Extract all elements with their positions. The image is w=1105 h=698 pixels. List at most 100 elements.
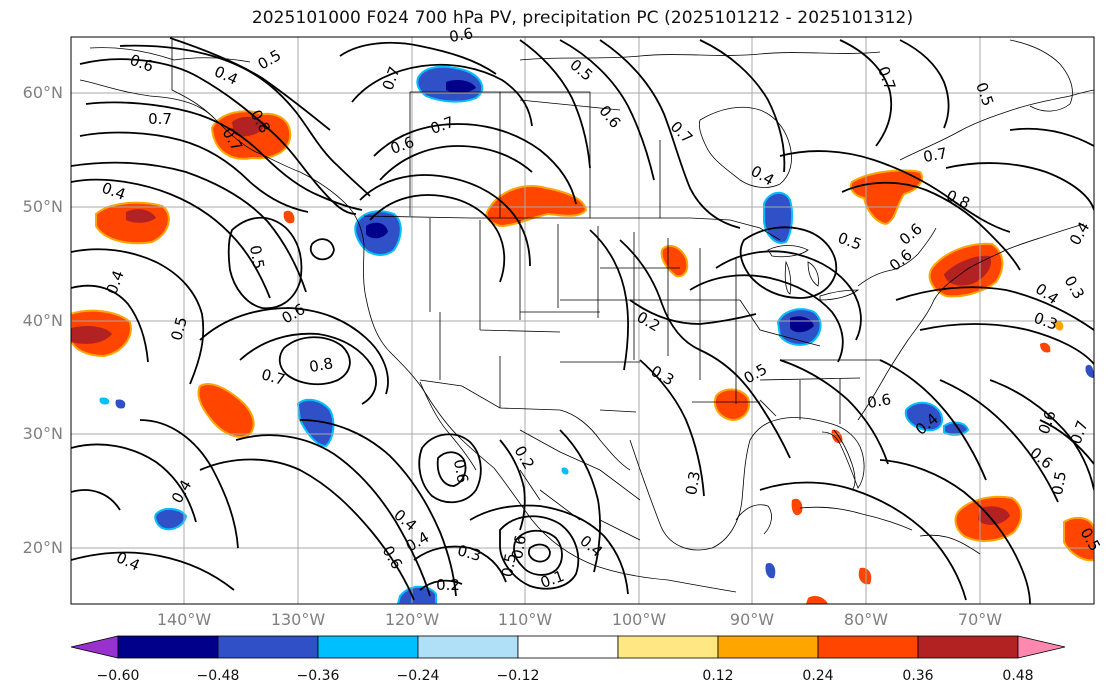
contour-0.6-small-loop [309, 238, 335, 261]
shade-pacific-40n-core [71, 326, 112, 344]
lat-label: 60°N [22, 83, 63, 102]
shade-pnw-core [366, 222, 388, 239]
colorbar-tick-label: −0.24 [396, 668, 440, 684]
lon-label: 70°W [957, 610, 1003, 629]
shade-small-4 [1040, 342, 1051, 353]
contour-0.5-lakes [739, 226, 838, 299]
contour-0.5-mexico-loop2 [499, 515, 580, 590]
contour-0.1-mexico-loop2 [527, 543, 551, 563]
contour-0.2-plains [619, 239, 701, 351]
contour-label: 0.6 [508, 534, 530, 561]
contour-0.7-labrador [779, 150, 1011, 233]
contour-0.7-alaska [85, 101, 363, 211]
colorbar-tick-label: −0.48 [196, 668, 240, 684]
contour-0.4-east [945, 162, 1094, 211]
colorbar-tick-label: 0.36 [902, 668, 934, 684]
contour-0.5-pacific-west [71, 248, 205, 385]
shade-small-6 [831, 429, 843, 444]
contour-0.7-mid [239, 332, 377, 405]
contour-0.2-sw [71, 489, 121, 511]
shade-small-b1 [1085, 364, 1094, 378]
contour-0.4-pacific [71, 178, 271, 299]
colorbar-tick-label: −0.60 [96, 668, 140, 684]
coast-gulf [629, 417, 865, 551]
coast-arctic [519, 51, 881, 61]
coast-baja [419, 381, 477, 471]
contour-0.4-nw [169, 37, 331, 131]
border-us-canada-east [857, 227, 937, 287]
contour-0.3-central [629, 299, 757, 325]
border-us-canada [363, 215, 781, 241]
contour-0.6-pacific-low [227, 216, 303, 310]
colorbar-box [317, 635, 419, 659]
contour-0.4-central-mexico [559, 429, 601, 573]
contour-0.7-nw-trough [379, 145, 533, 181]
contour-0.7-outer [79, 131, 309, 213]
shade-small-b4 [561, 467, 569, 475]
contour-0.2-mexico [499, 439, 526, 531]
contour-0.8-labrador [841, 181, 1021, 271]
lat-label: 30°N [22, 424, 63, 443]
state-lines [429, 218, 880, 424]
contour-0.8-loop [278, 336, 351, 386]
shade-small-2 [791, 498, 803, 516]
contour-0.6-atl-far [989, 379, 1094, 491]
contour-0.5-atl-far [1039, 419, 1094, 465]
colorbar-box [117, 635, 219, 659]
shade-small-b2 [765, 562, 776, 579]
contour-0.7-arctic [839, 39, 893, 147]
contour-0.5-inner [359, 174, 531, 267]
contour-0.3-texas [639, 359, 705, 497]
great-lake-superior [767, 245, 809, 258]
shade-atlantic-22n-core [978, 506, 1010, 525]
border-alaska [171, 40, 215, 119]
contour-0.2-mexico-s [419, 579, 463, 591]
great-lake-huron [807, 261, 819, 287]
contour-0.5-caribbean [879, 459, 1031, 604]
lat-label: 20°N [22, 538, 63, 557]
contour-label: 0.2 [436, 576, 460, 594]
contour-0.4-caribbean [759, 481, 967, 601]
shade-small-5 [1054, 320, 1064, 331]
contour-0.6-mexico-loop2 [513, 529, 563, 576]
colorbar-box [817, 635, 919, 659]
shade-gulf [714, 388, 750, 422]
lon-label: 90°W [729, 610, 775, 629]
lat-label: 50°N [22, 197, 63, 216]
shade-small-b5 [115, 399, 126, 409]
colorbar-extend-high [1017, 635, 1066, 659]
contour-0.7-north-loop [339, 41, 497, 75]
contour-0.5-north [119, 44, 371, 197]
contour-0.4-mexico [469, 504, 629, 595]
contour-0.3-sw [71, 443, 197, 523]
coast-florida [833, 429, 856, 491]
contour-label: 0.6 [866, 390, 893, 412]
contour-0.5-pacific [71, 161, 307, 293]
shade-plains-north [485, 185, 588, 228]
contour-0.6-north [79, 58, 357, 215]
contour-label: 0.5 [1048, 470, 1070, 497]
contour-0.4-pacific-west [71, 284, 149, 363]
contour-0.5-gulf [699, 349, 791, 459]
contour-0.3-ohio [689, 274, 844, 363]
coast-hispaniola [919, 534, 981, 555]
contour-0.5-hudson [699, 39, 786, 173]
colorbar-box [417, 635, 519, 659]
shade-mexico-south [396, 585, 437, 604]
contour-label: 0.5 [246, 244, 268, 271]
coast-atlantic [857, 223, 1085, 421]
colorbar-box [717, 635, 819, 659]
contour-0.5-n [519, 39, 591, 169]
contour-label: 0.6 [448, 24, 475, 46]
colorbar-box [917, 635, 1019, 659]
coast-cuba [799, 506, 913, 531]
coastlines-and-borders [79, 39, 1094, 593]
shade-small-b3 [99, 397, 110, 405]
contour-0.6-inner [369, 194, 506, 283]
map-title: 2025101000 F024 700 hPa PV, precipitatio… [251, 8, 914, 28]
colorbar [70, 635, 1066, 659]
contour-0.5-band [235, 434, 431, 597]
lat-label: 40°N [22, 311, 63, 330]
contour-0.4-n [599, 39, 741, 229]
